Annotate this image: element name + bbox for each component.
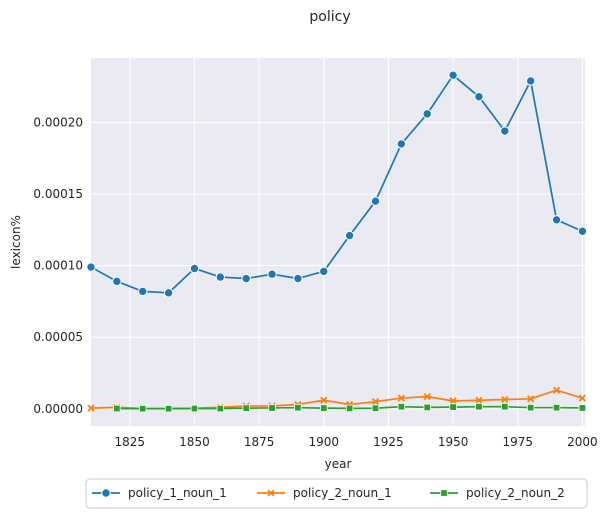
data-point [216,404,225,413]
data-point [501,402,509,411]
data-point [371,404,380,412]
data-point [475,396,483,404]
legend-label: policy_2_noun_2 [466,486,565,500]
x-tick-label: 1950 [438,435,469,449]
series-policy_2_noun_2 [113,402,587,413]
data-point [241,273,251,284]
data-point [552,403,561,412]
data-point [526,403,535,412]
data-point [552,386,561,394]
x-tick-labels: 1825 1850 1875 1900 1925 1950 1975 2000 [115,435,598,449]
data-point [112,276,122,287]
y-tick-label: 0.00000 [33,402,83,416]
data-point [139,404,147,413]
x-tick-label: 1925 [373,435,404,449]
data-point [190,404,199,413]
x-axis-label: year [325,457,352,471]
data-point [577,226,588,236]
data-point [578,404,587,412]
data-point [113,404,121,413]
legend-label: policy_2_noun_1 [293,486,392,500]
legend-frame [85,478,588,509]
legend-item: policy_2_noun_1 [257,486,392,500]
data-point [294,403,302,412]
data-point [293,273,303,284]
data-point [449,397,457,405]
data-point [319,266,329,277]
y-axis-label: lexicon% [9,215,23,269]
data-point [86,262,96,272]
data-point [397,402,406,411]
data-point [422,109,432,119]
data-point [500,126,510,136]
x-tick-label: 1900 [309,435,340,449]
series-line [90,74,583,294]
legend-item: policy_1_noun_1 [92,486,227,500]
data-point [525,76,536,86]
data-point [475,402,483,411]
x-tick-label: 1825 [115,435,146,449]
data-point [267,269,277,279]
data-point [501,395,509,404]
data-point [370,196,381,206]
grid-lines [91,58,585,426]
data-point [268,404,276,412]
legend-marker [440,489,448,497]
data-point [163,288,174,298]
data-point [87,404,95,412]
legend-item: policy_2_noun_2 [430,486,565,500]
data-point [551,215,562,225]
y-tick-labels: 0.00000 0.00005 0.00010 0.00015 0.00020 [33,115,83,415]
data-point [527,395,535,403]
y-tick-label: 0.00005 [33,330,83,344]
x-tick-label: 1850 [179,435,210,449]
data-point [397,394,406,402]
data-point [164,404,173,413]
data-point [371,398,380,406]
data-point [344,230,355,241]
plot-background [91,58,585,426]
legend-marker [267,489,275,497]
data-point [345,404,354,413]
data-point [320,396,328,404]
data-point [423,403,431,412]
legend: policy_1_noun_1 policy_2_noun_1 policy_2_n… [85,478,588,509]
y-tick-label: 0.00010 [33,259,83,273]
data-point [215,272,226,282]
legend-marker [101,488,111,498]
data-point [320,404,328,412]
series-layer [86,70,588,413]
data-point [242,404,250,412]
series-policy_1_noun_1 [86,70,588,298]
x-tick-label: 1875 [244,435,275,449]
data-point [448,70,458,80]
data-point [396,139,407,149]
data-point [474,91,484,102]
data-point [423,393,431,401]
y-tick-label: 0.00020 [33,115,83,129]
data-point [138,286,148,297]
chart-title: policy [309,9,350,25]
x-tick-label: 2000 [567,435,598,449]
data-point [578,394,587,402]
data-point [189,263,200,274]
data-point [449,403,457,411]
x-tick-label: 1975 [502,435,533,449]
legend-label: policy_1_noun_1 [128,486,227,500]
y-tick-label: 0.00015 [33,187,83,201]
